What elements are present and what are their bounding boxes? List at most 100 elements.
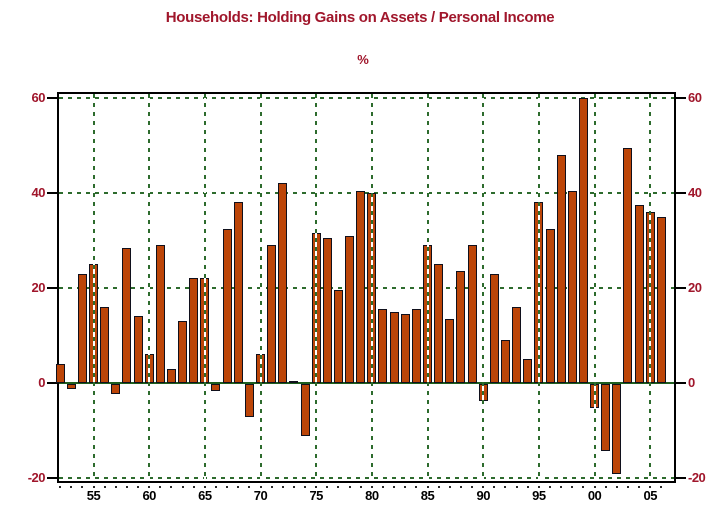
- x-tick-label-85: 85: [420, 488, 435, 503]
- bar-1966: [211, 383, 221, 391]
- bar-1976: [322, 237, 332, 383]
- minor-tick-2000: [593, 486, 596, 488]
- y-tick-label-right-20: 20: [688, 279, 702, 295]
- y-tick-mark-right--20: [676, 476, 686, 479]
- minor-tick-1996: [549, 486, 551, 488]
- v-gridline-90: [482, 94, 485, 481]
- x-tick-label-65: 65: [198, 488, 212, 503]
- y-tick-label-left-20: 20: [31, 279, 46, 295]
- y-tick-label-right-60: 60: [688, 89, 702, 105]
- minor-tick-1971: [270, 486, 273, 488]
- v-gridline-85: [426, 94, 429, 481]
- bar-1972: [278, 182, 288, 383]
- minor-tick-1986: [437, 486, 440, 488]
- bar-1987: [445, 318, 455, 383]
- h-gridline-20: [59, 286, 674, 289]
- bar-1967: [222, 228, 232, 383]
- y-tick-mark-left-20: [47, 286, 57, 289]
- minor-tick-1964: [192, 486, 195, 488]
- y-tick-mark-left-0: [47, 381, 57, 384]
- v-gridline-70: [259, 94, 262, 481]
- bar-1968: [233, 201, 243, 383]
- bar-2003: [623, 147, 633, 383]
- bar-1969: [244, 383, 254, 417]
- bar-1978: [345, 235, 355, 383]
- v-gridline-60: [148, 94, 151, 481]
- bar-1958: [122, 247, 132, 383]
- x-tick-label-55: 55: [86, 488, 101, 503]
- bar-1959: [133, 315, 143, 383]
- x-tick-label-00: 00: [587, 488, 602, 503]
- minor-tick-1992: [504, 486, 507, 488]
- minor-tick-1963: [181, 486, 184, 488]
- h-gridline--20: [59, 476, 674, 479]
- x-tick-label-75: 75: [309, 488, 323, 503]
- minor-tick-1975: [315, 486, 318, 488]
- bar-1988: [456, 270, 466, 383]
- bar-2002: [612, 383, 622, 474]
- bar-1953: [66, 383, 76, 389]
- y-tick-mark-right-20: [676, 286, 686, 289]
- x-tick-label-70: 70: [253, 488, 268, 503]
- minor-tick-1982: [393, 486, 396, 488]
- zero-line: [59, 381, 674, 384]
- minor-tick-1987: [448, 486, 451, 488]
- v-gridline-95: [537, 94, 540, 481]
- y-tick-label-left-0: 0: [38, 374, 45, 390]
- bar-2006: [656, 216, 666, 383]
- minor-tick-2001: [604, 486, 607, 488]
- v-gridline-55: [92, 94, 95, 481]
- minor-tick-1967: [226, 486, 229, 488]
- v-gridline-00: [593, 94, 596, 481]
- minor-tick-1999: [582, 486, 585, 488]
- minor-tick-2004: [638, 486, 641, 488]
- minor-tick-1993: [515, 486, 518, 488]
- v-gridline-65: [203, 94, 206, 481]
- y-tick-mark-right-60: [676, 96, 686, 99]
- minor-tick-1988: [459, 486, 462, 488]
- minor-tick-1959: [137, 486, 140, 488]
- bar-1957: [111, 383, 121, 394]
- bar-1963: [178, 320, 188, 383]
- bar-1984: [411, 308, 421, 383]
- minor-tick-1958: [125, 486, 128, 488]
- bar-1996: [545, 228, 555, 383]
- y-tick-mark-right-40: [676, 191, 686, 194]
- bar-2001: [601, 383, 611, 451]
- minor-tick-1968: [237, 486, 240, 488]
- y-tick-label-left-40: 40: [31, 184, 46, 200]
- minor-tick-1990: [482, 486, 485, 488]
- bar-1961: [155, 244, 165, 383]
- bar-1982: [389, 311, 399, 383]
- plot-area: [55, 92, 676, 483]
- minor-tick-1997: [560, 486, 563, 488]
- bar-1997: [556, 154, 566, 383]
- minor-tick-2003: [626, 486, 629, 488]
- minor-tick-1980: [370, 486, 373, 488]
- bar-1992: [500, 339, 510, 383]
- y-tick-label-left-60: 60: [31, 89, 46, 105]
- bar-1981: [378, 308, 388, 383]
- bar-2004: [634, 204, 644, 383]
- minor-tick-2002: [615, 486, 618, 488]
- bar-1986: [434, 263, 444, 383]
- x-tick-label-60: 60: [142, 488, 156, 503]
- v-gridline-80: [370, 94, 373, 481]
- x-tick-label-80: 80: [365, 488, 379, 503]
- minor-tick-1998: [571, 486, 574, 488]
- y-tick-mark-left-60: [47, 96, 57, 99]
- bar-1952: [55, 363, 65, 383]
- minor-tick-1966: [214, 486, 217, 488]
- bar-1973: [289, 380, 299, 383]
- minor-tick-1954: [81, 486, 84, 488]
- minor-tick-1961: [159, 486, 162, 488]
- x-tick-label-90: 90: [476, 488, 490, 503]
- minor-tick-1995: [537, 486, 540, 488]
- v-gridline-75: [315, 94, 318, 481]
- minor-tick-1970: [259, 486, 262, 488]
- bar-1956: [100, 306, 110, 383]
- bar-1983: [400, 313, 410, 383]
- minor-tick-1974: [304, 486, 307, 488]
- minor-tick-1952: [59, 486, 62, 488]
